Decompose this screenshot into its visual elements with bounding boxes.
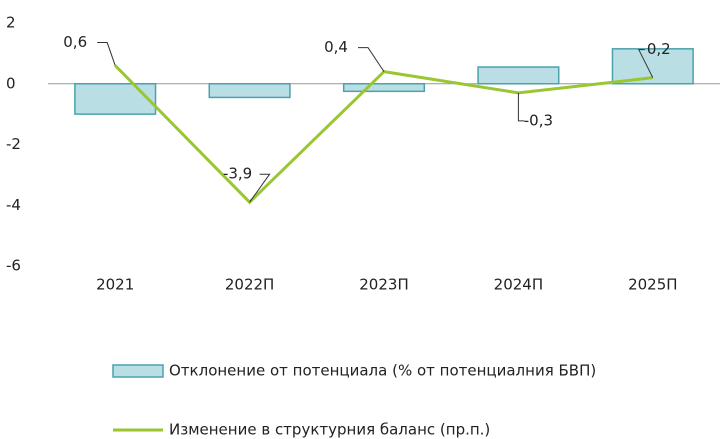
bar	[342, 83, 426, 93]
data-label: 0,4	[324, 38, 348, 56]
leader-line	[249, 173, 271, 203]
y-tick-label: 0	[6, 74, 16, 92]
y-tick-label: -6	[6, 257, 21, 275]
data-label: -3,9	[223, 165, 252, 183]
data-label: 0,2	[647, 40, 671, 58]
bar	[208, 83, 291, 99]
y-tick-label: -4	[6, 196, 21, 214]
data-label: -0,3	[524, 111, 553, 129]
bar	[74, 83, 157, 115]
leader-line	[637, 49, 654, 78]
bar	[477, 66, 560, 85]
x-tick-label: 2023П	[359, 276, 408, 294]
bar	[611, 48, 694, 85]
y-tick-label: -2	[6, 135, 21, 153]
leader-line	[358, 47, 385, 72]
leader-line	[97, 42, 116, 66]
x-tick-label: 2022П	[225, 276, 274, 294]
legend-label: Отклонение от потенциала (% от потенциал…	[169, 362, 596, 380]
leader-line	[517, 92, 525, 122]
data-label: 0,6	[63, 33, 87, 51]
legend-swatch	[112, 364, 164, 378]
legend-label: Изменение в структурния баланс (пр.п.)	[169, 421, 490, 439]
x-tick-label: 2021	[96, 276, 134, 294]
x-tick-label: 2025П	[628, 276, 677, 294]
y-tick-label: 2	[6, 14, 16, 32]
x-tick-label: 2024П	[494, 276, 543, 294]
